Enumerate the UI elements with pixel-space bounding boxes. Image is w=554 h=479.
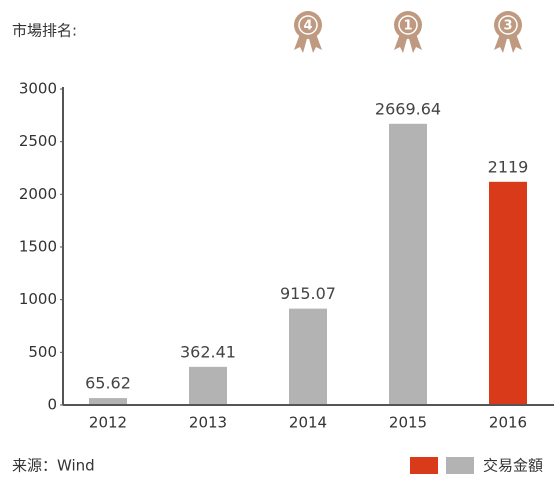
y-tick-label: 0: [47, 396, 57, 414]
y-tick-label: 2000: [19, 185, 57, 203]
x-tick-label: 2015: [389, 414, 427, 432]
value-label: 915.07: [280, 284, 336, 303]
bar: [89, 398, 127, 405]
medal-rank: 1: [403, 19, 412, 34]
y-tick-label: 1500: [19, 238, 57, 256]
medal: 1: [394, 11, 422, 53]
value-label: 2119: [488, 157, 529, 176]
medal-inner: [498, 15, 518, 35]
bar: [289, 308, 327, 405]
value-label: 65.62: [85, 374, 131, 393]
medal: 4: [294, 11, 322, 53]
medal-inner: [298, 15, 318, 35]
y-tick-label: 500: [28, 343, 57, 361]
y-tick-label: 3000: [19, 80, 57, 98]
medal-outer: [294, 11, 322, 39]
legend-label: 交易金額: [483, 457, 543, 475]
x-tick-label: 2016: [489, 414, 527, 432]
medal-rank: 3: [503, 19, 512, 34]
medal-outer: [494, 11, 522, 39]
value-label: 2669.64: [375, 99, 441, 118]
bar: [189, 366, 227, 405]
medal-inner: [398, 15, 418, 35]
medal-outer: [394, 11, 422, 39]
x-tick-label: 2014: [289, 414, 327, 432]
value-label: 362.41: [180, 342, 236, 361]
x-tick-label: 2013: [189, 414, 227, 432]
y-tick-label: 2500: [19, 132, 57, 150]
y-tick-label: 1000: [19, 290, 57, 308]
medal: 3: [494, 11, 522, 53]
source: 来源：Wind: [12, 457, 95, 475]
bar: [489, 181, 527, 405]
legend-swatch: [410, 457, 438, 474]
medal-rank: 4: [303, 19, 312, 34]
legend-swatch: [446, 457, 474, 474]
ranking-label: 市場排名:: [12, 22, 77, 40]
bar: [389, 123, 427, 406]
x-tick-label: 2012: [89, 414, 127, 432]
